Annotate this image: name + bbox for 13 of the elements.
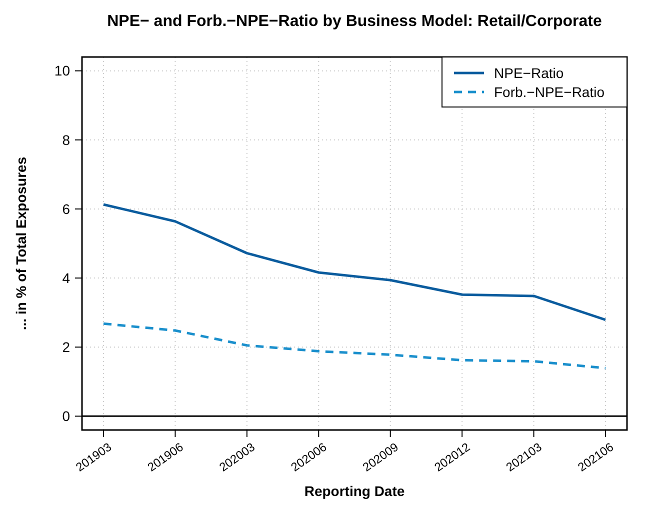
line-series bbox=[102, 203, 607, 322]
y-tick-label: 10 bbox=[54, 62, 70, 79]
legend-label: NPE−Ratio bbox=[494, 64, 564, 81]
y-tick-label: 4 bbox=[62, 270, 70, 286]
y-axis-title: ... in % of Total Exposures bbox=[13, 156, 29, 330]
x-axis-title: Reporting Date bbox=[304, 483, 405, 499]
y-tick-label: 2 bbox=[62, 339, 70, 356]
legend-label: Forb.−NPE−Ratio bbox=[494, 84, 605, 100]
y-tick-label: 0 bbox=[62, 408, 70, 424]
y-tick-label: 6 bbox=[62, 200, 70, 217]
chart-title: NPE− and Forb.−NPE−Ratio by Business Model: Retail/Corporate bbox=[107, 13, 602, 30]
line-series bbox=[102, 322, 607, 370]
y-tick-label: 8 bbox=[62, 132, 70, 148]
